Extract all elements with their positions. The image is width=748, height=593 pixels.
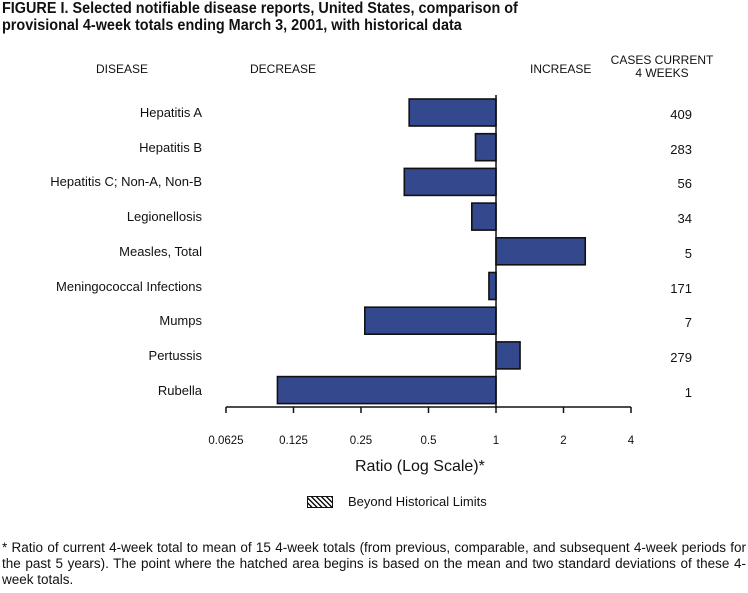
disease-label: Legionellosis: [126, 209, 202, 225]
legend-hatch-swatch: [307, 496, 333, 508]
disease-label: Meningococcal Infections: [56, 278, 202, 294]
bar: [495, 237, 587, 266]
disease-header: DISEASE: [96, 62, 149, 76]
x-tick-label: 0.25: [349, 435, 373, 447]
cases-count: 283: [670, 141, 692, 157]
x-tick-label: 0.5: [420, 435, 437, 447]
disease-label: Rubella: [157, 382, 202, 398]
disease-label: Pertussis: [148, 347, 202, 363]
cases-count: 5: [684, 245, 692, 261]
cases-count: 409: [670, 107, 692, 122]
cases-header: CASES CURRENT 4 WEEKS: [610, 53, 714, 80]
bar: [471, 202, 497, 231]
bar: [474, 132, 497, 162]
x-tick-label: 0.125: [279, 435, 308, 447]
footnote: * Ratio of current 4-week total to mean …: [2, 540, 746, 587]
figure-title: FIGURE I. Selected notifiable disease re…: [2, 0, 518, 34]
decrease-header: DECREASE: [250, 62, 317, 76]
bar: [276, 375, 497, 405]
x-tick-label: 4: [627, 435, 635, 447]
cases-count: 7: [684, 315, 692, 331]
bar: [403, 167, 497, 197]
x-axis-label: Ratio (Log Scale)*: [355, 458, 485, 475]
cases-count: 279: [670, 349, 692, 365]
x-tick-label: 0.0625: [208, 435, 244, 447]
bar: [408, 98, 497, 127]
disease-label: Measles, Total: [119, 243, 202, 259]
cases-count: 171: [670, 280, 692, 296]
bar: [488, 271, 497, 301]
x-tick-label: 1: [492, 435, 500, 447]
cases-count: 56: [677, 176, 692, 192]
x-tick-label: 2: [560, 435, 567, 447]
disease-label: Hepatitis C; Non-A, Non-B: [50, 174, 202, 190]
disease-label: Mumps: [159, 313, 202, 329]
disease-label: Hepatitis B: [139, 139, 202, 155]
bar: [364, 306, 497, 336]
legend-label: Beyond Historical Limits: [348, 494, 487, 509]
cases-count: 34: [677, 211, 692, 227]
bar: [495, 341, 521, 370]
disease-label: Hepatitis A: [139, 105, 202, 120]
cases-count: 1: [684, 384, 692, 400]
increase-header: INCREASE: [530, 62, 592, 76]
